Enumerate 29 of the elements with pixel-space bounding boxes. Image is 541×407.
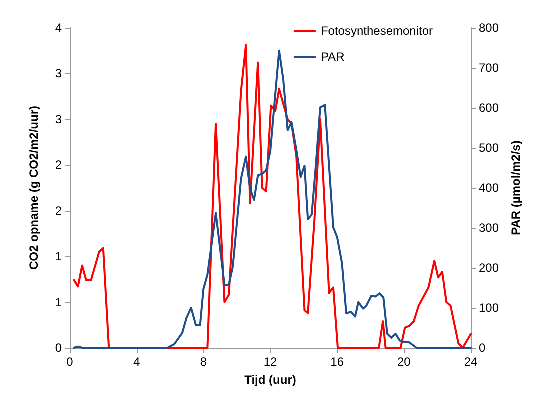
y-tick-label: 2 (55, 204, 62, 218)
y2-tick-label: 400 (479, 181, 500, 195)
y-axis-title: CO2 opname (g CO2/m2/uur) (27, 106, 41, 270)
x-tick-label: 24 (464, 355, 478, 369)
legend-label: PAR (320, 50, 346, 64)
y2-tick-label: 500 (479, 141, 500, 155)
y-tick-label: 3 (55, 66, 62, 81)
x-axis-title: Tijd (uur) (244, 373, 296, 387)
x-tick-label: 20 (397, 355, 412, 369)
y2-tick-label: 600 (479, 101, 500, 115)
y2-tick-label: 700 (479, 61, 500, 75)
y-tick-label: 0 (55, 341, 62, 355)
y-tick-label: 1 (55, 295, 62, 310)
y-tick-label: 1 (55, 250, 62, 264)
x-tick-label: 12 (264, 355, 278, 369)
y2-tick-label: 800 (479, 21, 500, 35)
x-tick-label: 0 (66, 355, 74, 369)
x-tick-label: 8 (200, 355, 208, 369)
y2-tick-label: 100 (479, 301, 500, 315)
x-tick-label: 4 (133, 355, 140, 369)
y-tick-label: 3 (55, 112, 62, 126)
y-tick-label: 2 (55, 158, 62, 172)
y2-tick-label: 200 (479, 261, 500, 275)
y-tick-label: 4 (55, 21, 62, 35)
y2-tick-label: 300 (479, 221, 500, 235)
x-tick-label: 16 (330, 355, 344, 369)
legend-label: Fotosynthesemonitor (320, 24, 434, 38)
y2-axis-title: PAR (µmol/m2/s) (508, 140, 523, 236)
y2-tick-label: 0 (479, 341, 486, 355)
